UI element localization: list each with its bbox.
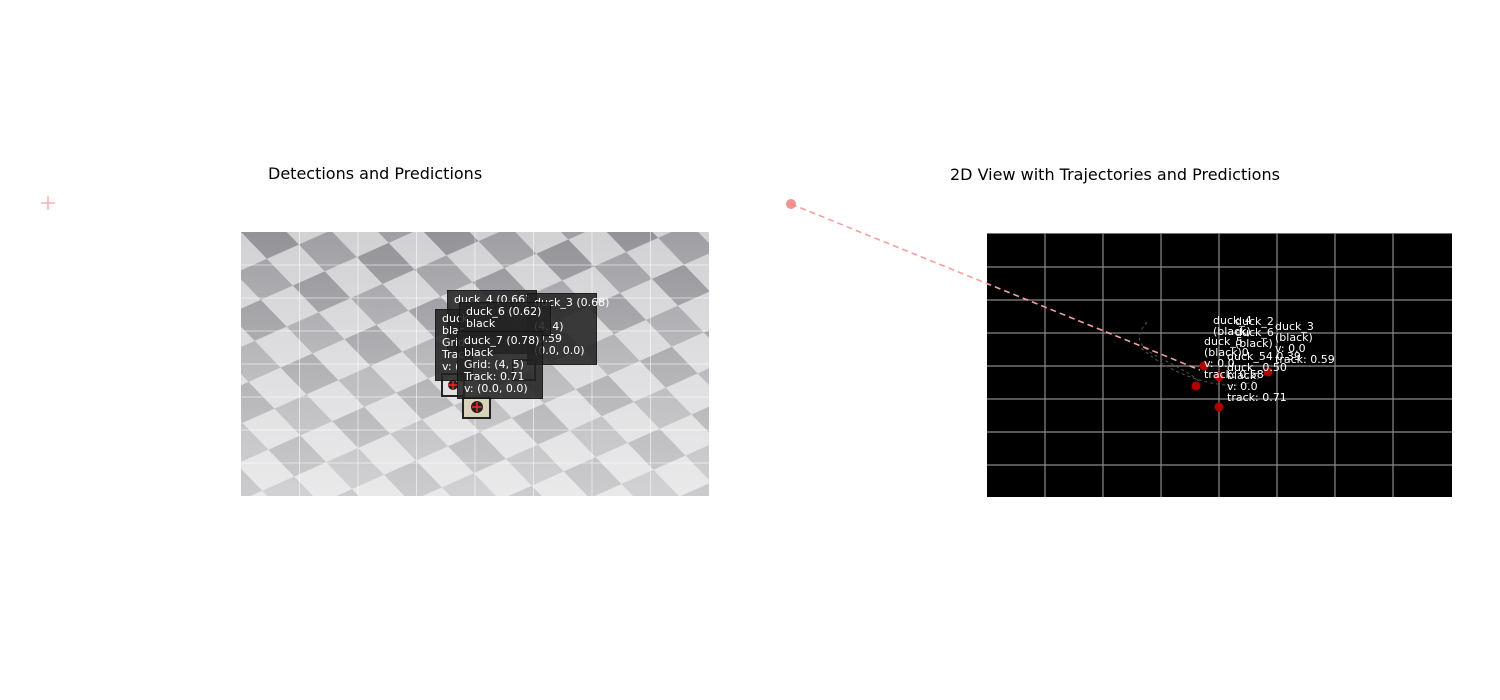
detection-label-duck-6: duck_6 (0.62) black: [459, 302, 551, 336]
bev-label-mid: duck_54 0.39 duck_ 0.50: [1227, 350, 1301, 374]
bev-label-duck-7: black v: 0.0 track: 0.71: [1227, 369, 1287, 404]
bev-label-duck-4: duck_4 (black): [1213, 314, 1252, 338]
bev-label-duck-5: duck_5 (black)0 v: 0.0 track: 0.58: [1204, 335, 1264, 381]
prediction-cross-marker: [41, 196, 55, 210]
track-point: [1191, 381, 1201, 391]
birdseye-view: duck_4 (black) duck_2 duck_6 (black) duc…: [987, 233, 1452, 497]
track-point: [1214, 402, 1224, 412]
detection-label-duck-7: duck_7 (0.78) black Grid: (4, 5) Track: …: [457, 331, 543, 399]
birdseye-panel-title: 2D View with Trajectories and Prediction…: [950, 165, 1280, 184]
camera-panel-title: Detections and Predictions: [268, 164, 483, 183]
track-point: [1263, 367, 1273, 377]
bev-label-duck-3: duck_3 (black) v: 0.0 track: 0.59: [1275, 320, 1335, 366]
bev-label-duck-2: duck_2 duck_6 (black): [1235, 315, 1274, 350]
camera-view-image: duck_4 (0.66) duck_3 (0.68) (4, 4) 0.59 …: [241, 232, 709, 496]
prediction-point: [786, 199, 796, 209]
track-point: [1199, 361, 1209, 371]
track-point: [1214, 372, 1224, 382]
